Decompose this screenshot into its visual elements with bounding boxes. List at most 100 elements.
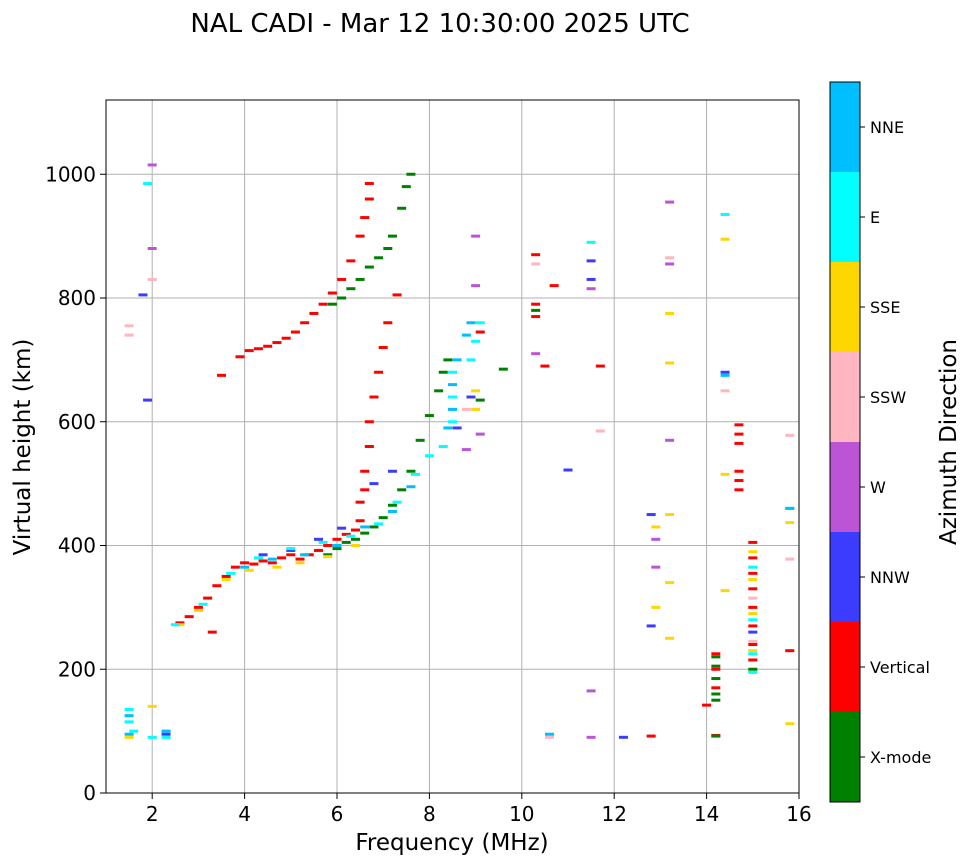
- data-point: [263, 344, 273, 348]
- data-point: [383, 321, 393, 325]
- data-point: [434, 389, 444, 393]
- colorbar-label-item: X-mode: [870, 748, 931, 767]
- data-point: [124, 324, 134, 328]
- data-point: [651, 565, 661, 569]
- data-point: [267, 557, 277, 561]
- data-point: [785, 506, 795, 510]
- data-point: [595, 364, 605, 368]
- colorbar-segment: [830, 82, 860, 172]
- data-point: [387, 469, 397, 473]
- x-axis-label: Frequency (MHz): [355, 830, 548, 856]
- colorbar-label-item: NNW: [870, 568, 910, 587]
- series-ssw: [124, 256, 795, 739]
- data-point: [665, 256, 675, 260]
- data-point: [374, 370, 384, 374]
- data-point: [235, 355, 245, 359]
- series-w: [147, 163, 675, 739]
- data-point: [406, 172, 416, 176]
- data-point: [143, 398, 153, 402]
- data-point: [314, 537, 324, 541]
- data-point: [711, 664, 721, 668]
- colorbar-label-item: SSE: [870, 298, 900, 317]
- data-point: [531, 315, 541, 319]
- data-point: [651, 605, 661, 609]
- data-point: [531, 253, 541, 257]
- data-point: [147, 704, 157, 708]
- data-point: [461, 407, 471, 411]
- data-point: [364, 445, 374, 448]
- data-point: [711, 677, 721, 681]
- data-point: [475, 432, 485, 436]
- data-point: [397, 488, 407, 492]
- data-point: [711, 667, 721, 671]
- data-point: [387, 234, 397, 238]
- data-point: [646, 624, 656, 628]
- data-point: [290, 330, 300, 334]
- data-point: [309, 311, 319, 315]
- data-point: [383, 247, 393, 250]
- data-point: [369, 525, 379, 529]
- data-point: [748, 643, 758, 646]
- data-point: [221, 578, 231, 582]
- data-point: [295, 561, 305, 565]
- data-point: [748, 571, 758, 575]
- colorbar-segment: [830, 712, 860, 802]
- data-point: [471, 407, 481, 411]
- data-point: [360, 216, 370, 220]
- data-point: [355, 519, 365, 523]
- data-point: [443, 426, 453, 430]
- data-point: [711, 652, 721, 656]
- x-tick-label: 8: [423, 802, 436, 826]
- data-point: [124, 333, 134, 337]
- data-point: [161, 735, 171, 739]
- data-point: [531, 352, 541, 356]
- data-point: [360, 469, 370, 473]
- data-point: [471, 234, 481, 238]
- data-point: [401, 185, 411, 189]
- data-point: [448, 407, 457, 411]
- data-point: [369, 482, 379, 486]
- data-point: [346, 534, 356, 538]
- data-point: [212, 584, 222, 588]
- data-point: [461, 448, 471, 452]
- data-point: [545, 735, 555, 739]
- data-point: [198, 602, 208, 606]
- data-point: [471, 339, 481, 343]
- data-point: [498, 367, 508, 371]
- data-point: [374, 256, 384, 260]
- data-point: [175, 621, 185, 625]
- data-point: [337, 296, 347, 300]
- data-point: [748, 540, 758, 544]
- data-point: [392, 293, 402, 297]
- data-point: [272, 341, 282, 345]
- y-tick-label: 0: [83, 781, 96, 805]
- data-point: [748, 630, 758, 634]
- data-point: [240, 561, 250, 565]
- data-point: [785, 649, 795, 653]
- data-point: [332, 537, 342, 541]
- data-point: [475, 330, 485, 334]
- data-point: [448, 370, 457, 374]
- data-point: [226, 571, 236, 575]
- colorbar-label: Azimuth Direction: [936, 339, 962, 545]
- series-x-mode: [323, 172, 758, 738]
- colorbar-label-item: Vertical: [870, 658, 930, 677]
- data-point: [665, 200, 675, 204]
- data-point: [720, 589, 730, 593]
- data-point: [249, 562, 259, 566]
- data-point: [364, 197, 374, 201]
- data-point: [323, 544, 333, 547]
- data-point: [332, 547, 342, 551]
- data-point: [665, 438, 675, 442]
- data-point: [748, 667, 758, 671]
- data-point: [124, 714, 134, 718]
- data-point: [646, 513, 656, 517]
- data-point: [586, 735, 596, 739]
- data-point: [651, 525, 661, 529]
- data-point: [748, 649, 758, 653]
- data-point: [258, 559, 268, 563]
- data-point: [720, 237, 730, 241]
- data-point: [277, 556, 287, 560]
- series-nne: [124, 321, 795, 736]
- chart-title: NAL CADI - Mar 12 10:30:00 2025 UTC: [190, 9, 689, 39]
